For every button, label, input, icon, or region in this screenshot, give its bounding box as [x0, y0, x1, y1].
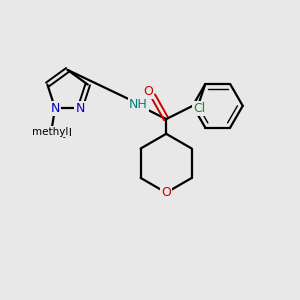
Text: methyl: methyl — [32, 127, 69, 137]
Text: methyl: methyl — [33, 128, 72, 138]
Text: O: O — [161, 186, 171, 199]
Text: NH: NH — [129, 98, 148, 111]
Text: Cl: Cl — [193, 102, 206, 115]
Text: N: N — [75, 102, 85, 115]
Text: O: O — [144, 85, 154, 98]
Text: N: N — [50, 102, 60, 115]
